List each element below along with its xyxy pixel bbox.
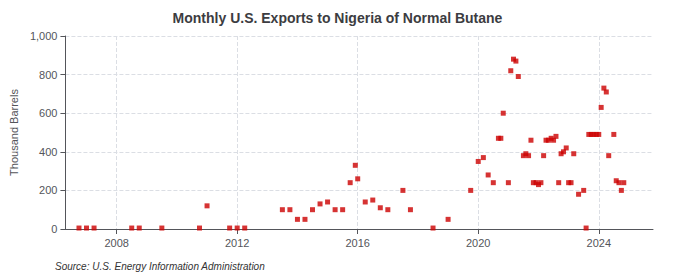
svg-text:2012: 2012 bbox=[225, 237, 249, 249]
svg-text:2024: 2024 bbox=[587, 237, 611, 249]
svg-text:Thousand Barrels: Thousand Barrels bbox=[8, 89, 20, 176]
svg-text:0: 0 bbox=[51, 223, 57, 235]
svg-text:2020: 2020 bbox=[466, 237, 490, 249]
svg-text:600: 600 bbox=[39, 107, 57, 119]
svg-text:Source: U.S. Energy Informatio: Source: U.S. Energy Information Administ… bbox=[55, 261, 265, 272]
svg-text:800: 800 bbox=[39, 69, 57, 81]
svg-text:Monthly U.S. Exports to Nigeri: Monthly U.S. Exports to Nigeria of Norma… bbox=[173, 10, 503, 26]
svg-text:1,000: 1,000 bbox=[30, 30, 58, 42]
svg-text:2016: 2016 bbox=[345, 237, 369, 249]
svg-text:200: 200 bbox=[39, 184, 57, 196]
svg-text:400: 400 bbox=[39, 146, 57, 158]
svg-text:2008: 2008 bbox=[104, 237, 128, 249]
